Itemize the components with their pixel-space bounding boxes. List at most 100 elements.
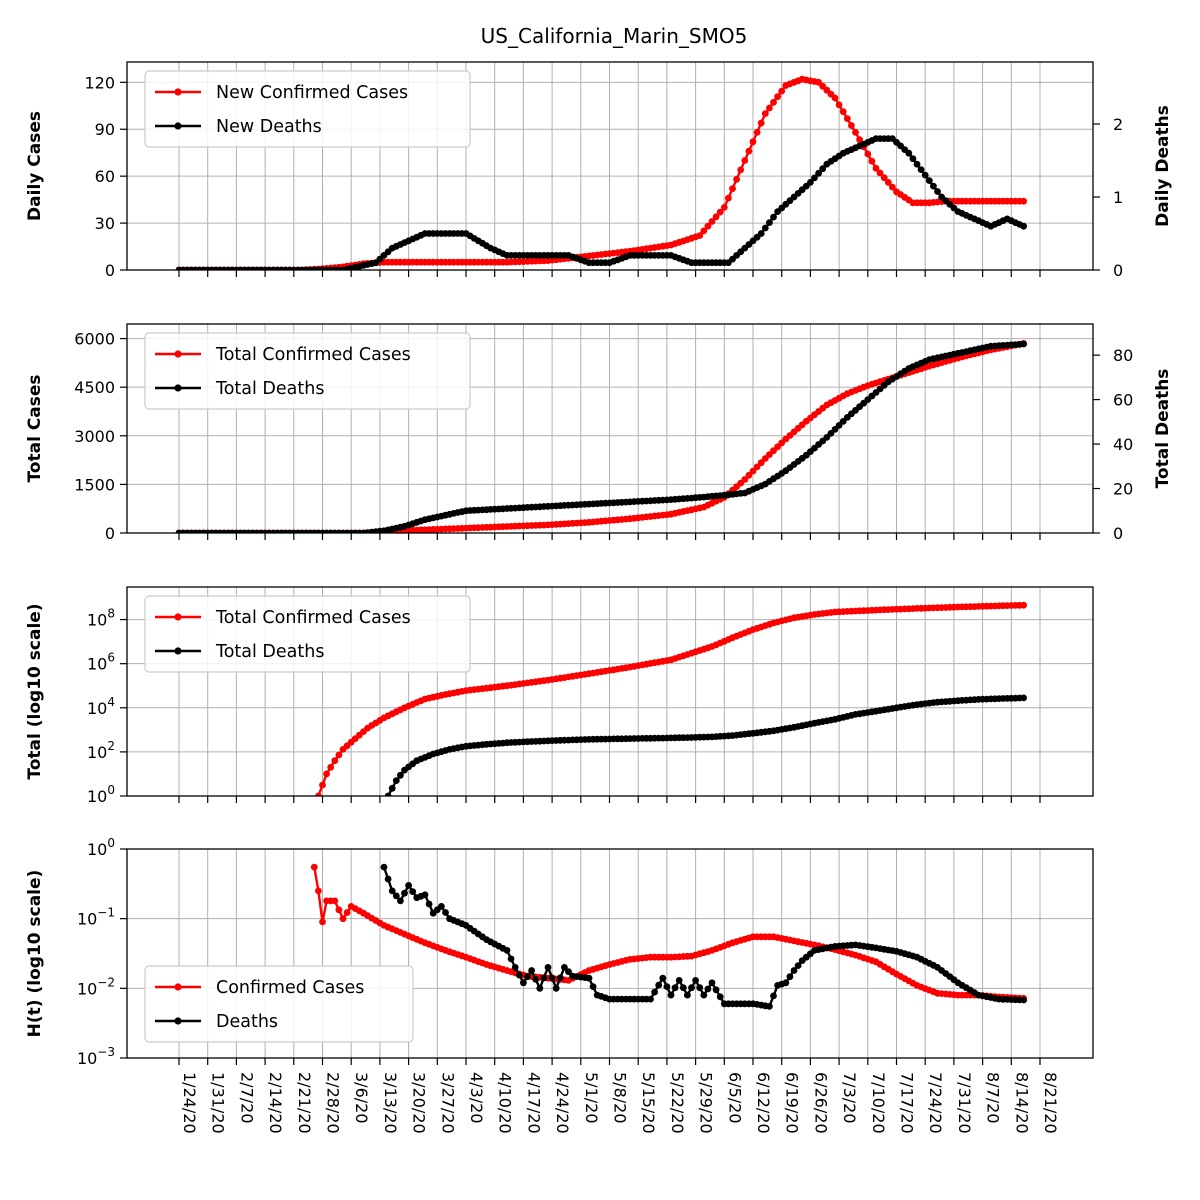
data-point — [712, 213, 720, 221]
y-tick-label: 1500 — [74, 475, 115, 494]
panel-daily: 0 30 60 90 120 0 1 2 Daily Cases Daily Deaths New … — [25, 61, 1173, 280]
data-point — [552, 984, 560, 992]
data-point — [864, 150, 872, 158]
data-point — [319, 918, 326, 926]
data-point — [319, 781, 326, 789]
data-point — [343, 909, 351, 916]
legend-box — [144, 332, 471, 410]
data-point — [667, 991, 675, 999]
data-point — [1020, 197, 1027, 205]
data-point — [745, 471, 753, 479]
data-point — [749, 138, 757, 146]
y-tick-label: 30 — [95, 214, 115, 233]
y-tick-label: 3000 — [74, 427, 115, 446]
panel-total: 0 1500 3000 4500 6000 0 20 40 60 80 Total Cases Tot… — [25, 323, 1173, 543]
series-confirmed-cases — [310, 863, 1027, 1002]
x-tick-label: 5/8/20 — [611, 1072, 630, 1124]
data-point — [819, 165, 827, 173]
data-point — [696, 984, 704, 992]
legend-label: Confirmed Cases — [216, 978, 364, 998]
axes-frame — [126, 61, 1094, 271]
legend-label: Total Deaths — [215, 379, 324, 399]
data-point — [766, 219, 773, 227]
data-point — [327, 763, 335, 771]
data-point — [757, 230, 765, 237]
x-tick-label: 4/17/20 — [524, 1072, 543, 1134]
data-point — [700, 227, 708, 235]
data-point — [388, 887, 396, 895]
data-point — [585, 974, 593, 982]
data-point — [1020, 694, 1027, 702]
series-deaths — [380, 863, 1027, 1010]
y-tick-label: 6000 — [74, 330, 115, 349]
series-new-deaths — [175, 135, 1027, 270]
y-right-axis-label: Total Deaths — [1153, 369, 1173, 489]
legend-box — [144, 965, 414, 1043]
data-point — [729, 185, 736, 193]
data-point — [503, 947, 511, 954]
x-tick-label: 5/29/20 — [697, 1072, 716, 1134]
data-point — [856, 136, 863, 144]
legend: Total Confirmed Cases Total Deaths — [144, 332, 471, 410]
y-tick-label: 108 — [87, 607, 115, 630]
series-total-deaths — [384, 694, 1027, 796]
data-point — [704, 985, 712, 993]
x-tick-label: 5/22/20 — [668, 1072, 687, 1134]
y-tick-label: 100 — [87, 783, 115, 806]
data-point — [766, 104, 773, 112]
y-tick-label: 4500 — [74, 378, 115, 397]
x-tick-label: 7/31/20 — [955, 1072, 974, 1134]
data-point — [778, 87, 786, 95]
data-point — [421, 891, 429, 899]
x-tick-label: 3/20/20 — [410, 1072, 429, 1134]
x-tick-label: 6/26/20 — [811, 1072, 830, 1134]
data-point — [811, 174, 818, 182]
data-point — [757, 459, 765, 467]
data-point — [786, 973, 794, 981]
legend-marker — [174, 350, 182, 358]
legend: New Confirmed Cases New Deaths — [144, 70, 471, 148]
data-point — [315, 887, 322, 895]
x-tick-label: 1/31/20 — [209, 1072, 228, 1134]
axes-frame — [126, 848, 1094, 1059]
data-point — [839, 108, 847, 116]
data-point — [749, 467, 757, 475]
data-point — [540, 974, 548, 982]
y-tick-label: 60 — [95, 167, 115, 186]
data-point — [655, 981, 663, 989]
legend-marker — [174, 88, 182, 96]
x-tick-label: 7/3/20 — [840, 1072, 859, 1124]
x-tick-label: 8/14/20 — [1012, 1072, 1031, 1134]
x-tick-label: 6/5/20 — [725, 1072, 744, 1124]
data-point — [524, 973, 531, 981]
data-point — [401, 889, 408, 897]
y-axis-label: Total (log10 scale) — [25, 603, 45, 779]
data-point — [565, 968, 572, 976]
data-point — [397, 771, 404, 779]
data-point — [782, 979, 790, 987]
data-point — [880, 174, 888, 182]
data-point — [651, 988, 658, 996]
data-point — [720, 204, 728, 211]
data-point — [323, 770, 330, 778]
y-right-tick-label: 20 — [1113, 480, 1133, 499]
data-point — [511, 964, 519, 971]
data-point — [679, 984, 687, 992]
data-point — [757, 119, 765, 127]
x-tick-label: 4/10/20 — [496, 1072, 515, 1134]
data-point — [692, 977, 699, 984]
legend-marker — [174, 983, 182, 991]
data-point — [889, 183, 896, 191]
data-point — [831, 94, 839, 102]
legend-marker — [174, 1017, 182, 1025]
axes-frame — [126, 323, 1094, 534]
legend-label: New Confirmed Cases — [216, 83, 408, 103]
x-tick-label: 7/17/20 — [898, 1072, 917, 1134]
data-point — [684, 991, 691, 999]
y-tick-label: 0 — [105, 524, 115, 543]
series-line — [313, 866, 1024, 1000]
y-right-tick-label: 60 — [1113, 391, 1133, 410]
x-tick-label: 8/21/20 — [1041, 1072, 1060, 1134]
x-tick-label: 1/24/20 — [180, 1072, 199, 1134]
y-axis-label: H(t) (log10 scale) — [25, 870, 45, 1038]
